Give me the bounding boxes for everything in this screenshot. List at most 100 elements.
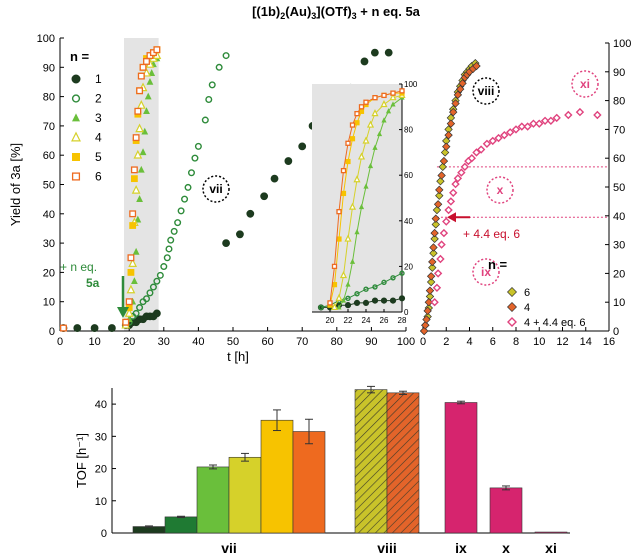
right-legend-title: n = <box>488 257 508 272</box>
inset-point-n6 <box>340 167 347 174</box>
right-x-tick-label: 16 <box>603 336 615 348</box>
data-point-n3 <box>144 92 152 100</box>
right-point-3 <box>467 154 477 163</box>
right-point-2 <box>425 286 435 295</box>
annotation-5a: 5a <box>86 276 100 290</box>
data-point-n2 <box>222 52 230 60</box>
data-point-n6 <box>130 166 138 174</box>
right-point-3 <box>442 217 451 226</box>
right-y-tick-label: 60 <box>613 153 625 165</box>
bar-group-label: ix <box>455 540 467 556</box>
legend-marker <box>71 74 81 84</box>
data-point-n6 <box>60 324 67 332</box>
data-point-n2 <box>156 271 164 279</box>
y-tick-label: 10 <box>43 297 55 309</box>
y-tick-label: 80 <box>43 92 55 104</box>
inset-point-n4 <box>344 234 352 242</box>
inset-point-n6 <box>336 209 342 215</box>
data-point-n2 <box>181 195 189 203</box>
y-axis-title: Yield of 3a [%] <box>8 143 23 226</box>
bar-x <box>489 487 523 534</box>
right-point-3 <box>457 168 466 177</box>
right-point-1 <box>431 220 440 229</box>
inset-point-n6 <box>354 110 360 117</box>
right-y-tick-label: 50 <box>613 182 625 194</box>
data-point-n6 <box>136 87 144 95</box>
data-point-n3 <box>136 195 143 202</box>
inset-point-n1 <box>362 299 370 306</box>
right-point-3 <box>482 139 492 148</box>
data-point-n1 <box>284 157 293 165</box>
right-point-2 <box>453 90 463 100</box>
right-legend-marker <box>507 287 517 297</box>
inset-point-n4 <box>335 293 343 301</box>
inset-point-n1 <box>371 297 379 304</box>
data-point-n1 <box>260 192 269 201</box>
inset-point-n3 <box>363 183 369 189</box>
right-point-2 <box>423 306 432 316</box>
x-tick-label: 30 <box>158 336 170 348</box>
inset-y-tick-label: 80 <box>404 126 413 135</box>
inset-point-n2 <box>372 284 378 290</box>
right-point-3 <box>488 136 497 146</box>
annotation-viii: viii <box>478 84 495 98</box>
right-point-3 <box>453 174 463 183</box>
bar-group-label: vii <box>221 540 237 556</box>
data-point-n2 <box>208 81 216 89</box>
inset-point-n3 <box>390 101 396 107</box>
inset-point-n2 <box>390 275 396 281</box>
bar-y-tick-label: 40 <box>95 399 107 411</box>
data-point-n1 <box>370 48 379 57</box>
annotation-vii: vii <box>209 182 222 196</box>
right-point-1 <box>440 148 450 157</box>
data-point-n3 <box>141 127 149 135</box>
annotation-circle <box>472 258 500 286</box>
data-point-n1 <box>360 57 369 66</box>
right-point-2 <box>428 257 437 267</box>
right-point-3 <box>444 205 453 215</box>
inset-point-n4 <box>389 93 397 101</box>
data-point-n2 <box>187 169 195 177</box>
data-point-n2 <box>163 254 171 262</box>
inset-point-n3 <box>376 130 383 137</box>
data-point-n5 <box>129 222 137 229</box>
inset-point-n1 <box>353 299 361 306</box>
data-point-n2 <box>205 96 213 104</box>
y-tick-label: 40 <box>43 209 55 221</box>
right-point-2 <box>472 61 481 71</box>
data-point-n2 <box>177 207 185 215</box>
legend-marker <box>72 153 80 161</box>
inset-point-n4 <box>366 120 375 128</box>
x-tick-label: 10 <box>88 336 100 348</box>
inset-y-tick-label: 100 <box>404 80 418 89</box>
inset-point-n2 <box>363 286 369 292</box>
x-tick-label: 90 <box>365 336 377 348</box>
right-point-2 <box>444 130 453 140</box>
right-point-2 <box>431 214 440 223</box>
y-tick-label: 20 <box>43 267 55 279</box>
right-point-2 <box>435 185 444 195</box>
right-legend-marker <box>507 302 517 312</box>
data-point-n2 <box>184 183 192 191</box>
right-point-1 <box>432 205 442 215</box>
y-tick-label: 30 <box>43 238 55 250</box>
right-point-3 <box>500 130 509 140</box>
data-point-n3 <box>132 247 140 255</box>
bar-group-label: x <box>502 540 510 556</box>
data-point-n4 <box>136 100 146 109</box>
bar-ix <box>444 402 478 534</box>
bar-y-tick-label: 20 <box>95 464 107 476</box>
data-point-n1 <box>152 309 161 318</box>
right-point-2 <box>429 243 438 252</box>
inset-point-n6 <box>358 104 365 110</box>
right-x-tick-label: 2 <box>443 336 449 348</box>
annotation-x: x <box>497 183 504 197</box>
right-point-3 <box>564 110 573 120</box>
right-point-1 <box>429 249 438 258</box>
inset-x-tick-label: 24 <box>362 316 371 325</box>
right-point-1 <box>428 263 437 272</box>
legend-label: 4 <box>95 131 102 145</box>
data-point-n2 <box>146 289 154 297</box>
inset-point-n4 <box>371 109 379 117</box>
right-x-tick-label: 10 <box>533 336 545 348</box>
